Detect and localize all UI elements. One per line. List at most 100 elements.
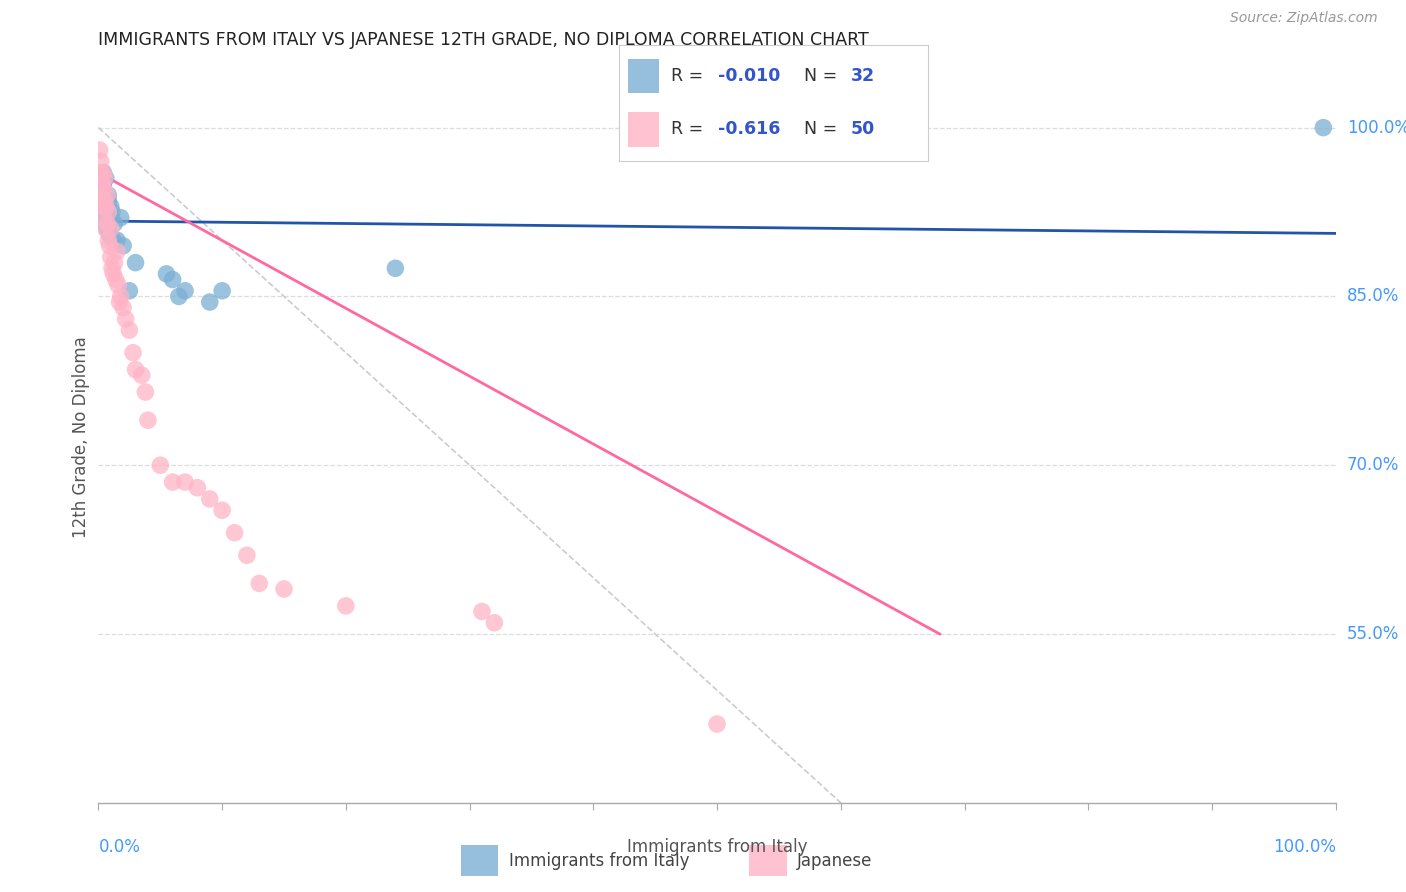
Point [94, 216, 117, 230]
Point [484, 615, 506, 630]
Point [93, 166, 115, 180]
Point [167, 289, 190, 303]
Point [91, 211, 114, 225]
Text: Immigrants from Italy: Immigrants from Italy [627, 838, 807, 856]
Point [97, 205, 120, 219]
Point [97, 188, 120, 202]
Point [112, 301, 135, 315]
Point [105, 244, 128, 259]
Point [1312, 120, 1334, 135]
Point [101, 205, 124, 219]
Point [107, 278, 129, 293]
Point [224, 525, 246, 540]
Text: 32: 32 [851, 67, 875, 85]
Point [89, 143, 111, 157]
Text: R =: R = [671, 120, 709, 138]
Text: N =: N = [804, 120, 844, 138]
Point [93, 166, 115, 180]
Point [198, 491, 221, 506]
Point [105, 233, 128, 247]
Text: 100.0%: 100.0% [1272, 838, 1336, 856]
Point [98, 227, 121, 242]
Point [706, 717, 728, 731]
Text: Source: ZipAtlas.com: Source: ZipAtlas.com [1230, 11, 1378, 25]
Point [89, 188, 111, 202]
Text: 55.0%: 55.0% [1347, 625, 1399, 643]
Point [384, 261, 406, 276]
Point [91, 199, 114, 213]
Point [93, 182, 115, 196]
Point [93, 171, 115, 186]
Point [97, 233, 120, 247]
Text: -0.010: -0.010 [717, 67, 780, 85]
Point [247, 576, 270, 591]
Point [211, 503, 233, 517]
Point [91, 177, 114, 191]
Point [112, 239, 135, 253]
Point [236, 548, 259, 562]
Point [134, 385, 156, 400]
Text: Immigrants from Italy: Immigrants from Italy [509, 852, 689, 870]
Point [174, 475, 197, 489]
Point [96, 216, 118, 230]
Point [90, 188, 112, 202]
Point [273, 582, 295, 596]
Point [110, 289, 132, 303]
Point [101, 261, 124, 276]
Point [198, 295, 221, 310]
Point [96, 188, 118, 202]
Point [100, 199, 122, 213]
Bar [749, 846, 786, 876]
Point [103, 267, 125, 281]
Point [91, 194, 114, 208]
Point [103, 216, 125, 230]
Point [162, 475, 184, 489]
Point [211, 284, 233, 298]
Point [186, 481, 208, 495]
Point [89, 166, 111, 180]
Point [122, 345, 145, 359]
Point [90, 182, 112, 196]
Point [149, 458, 172, 473]
Bar [628, 59, 659, 94]
Point [97, 194, 120, 208]
Point [94, 171, 117, 186]
Text: 70.0%: 70.0% [1347, 456, 1399, 475]
Point [96, 222, 118, 236]
Point [108, 295, 131, 310]
Point [93, 205, 115, 219]
Point [94, 199, 117, 213]
Bar [628, 112, 659, 146]
Text: -0.616: -0.616 [717, 120, 780, 138]
Point [118, 323, 141, 337]
Point [93, 194, 115, 208]
Text: Japanese: Japanese [797, 852, 873, 870]
Point [98, 239, 121, 253]
Point [335, 599, 357, 613]
Point [103, 255, 125, 269]
Point [93, 199, 115, 213]
Point [114, 312, 136, 326]
Point [93, 211, 115, 225]
Point [90, 154, 112, 169]
Point [93, 177, 115, 191]
Point [100, 250, 122, 264]
Point [471, 605, 494, 619]
Point [110, 211, 132, 225]
Point [174, 284, 197, 298]
Text: R =: R = [671, 67, 709, 85]
Point [131, 368, 153, 383]
Point [104, 272, 127, 286]
Point [136, 413, 159, 427]
Text: IMMIGRANTS FROM ITALY VS JAPANESE 12TH GRADE, NO DIPLOMA CORRELATION CHART: IMMIGRANTS FROM ITALY VS JAPANESE 12TH G… [98, 31, 869, 49]
Point [94, 222, 117, 236]
Point [100, 211, 122, 225]
Point [124, 255, 146, 269]
Text: 100.0%: 100.0% [1347, 119, 1406, 136]
Text: N =: N = [804, 67, 844, 85]
Point [124, 362, 146, 376]
Text: 0.0%: 0.0% [98, 838, 141, 856]
Text: 85.0%: 85.0% [1347, 287, 1399, 305]
Bar [461, 846, 498, 876]
Text: 50: 50 [851, 120, 875, 138]
